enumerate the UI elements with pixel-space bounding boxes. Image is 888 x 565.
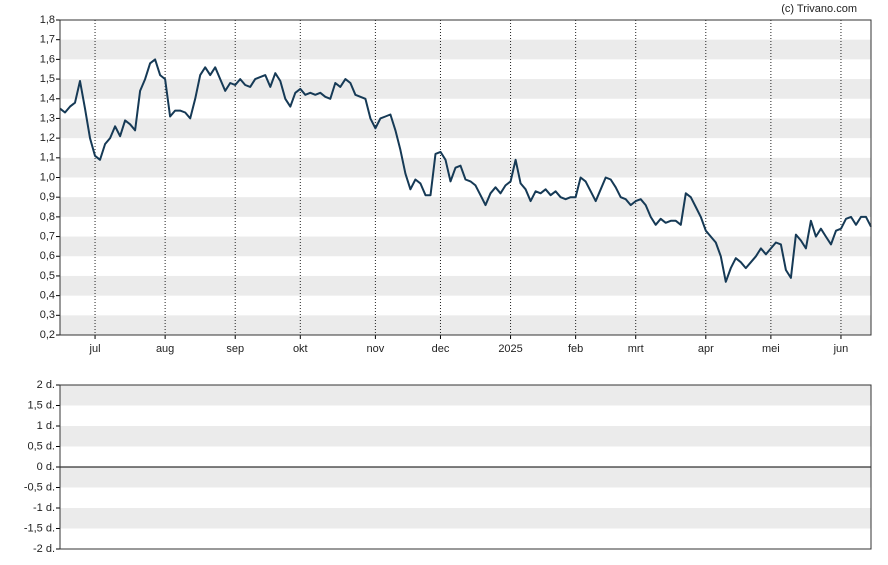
x-tick-label: feb <box>568 343 583 355</box>
x-tick-label: jul <box>89 343 101 355</box>
y-tick-label: 0,2 <box>40 329 55 341</box>
y-tick-label: 0,7 <box>40 230 55 242</box>
x-tick-label: sep <box>226 343 244 355</box>
grid-band <box>60 275 871 296</box>
x-tick-label: mei <box>762 343 780 355</box>
grid-band <box>60 315 871 335</box>
y-tick-label: 2 d. <box>37 379 55 391</box>
y-tick-label: 1,0 <box>40 171 55 183</box>
plot-frame <box>59 384 872 550</box>
grid-band <box>60 79 871 99</box>
x-tick-label: jun <box>833 343 849 355</box>
y-tick-label: 0,6 <box>40 250 55 262</box>
watermark: (c) Trivano.com <box>781 3 857 15</box>
y-tick-label: 1,4 <box>40 93 55 105</box>
y-tick-label: 1 d. <box>37 420 55 432</box>
y-tick-label: 1,6 <box>40 53 55 65</box>
grid-band <box>60 197 871 217</box>
y-tick-label: 0 d. <box>37 461 55 473</box>
grid-band <box>60 236 871 257</box>
x-tick-label: aug <box>156 343 174 355</box>
plot-frame <box>59 19 872 336</box>
price-line <box>59 58 872 283</box>
grid-band <box>60 118 871 139</box>
grid-band <box>60 385 871 406</box>
x-tick-label: dec <box>432 343 450 355</box>
x-tick-label: 2025 <box>498 343 522 355</box>
y-tick-label: 1,7 <box>40 34 55 46</box>
y-tick-label: 1,1 <box>40 152 55 164</box>
y-tick-label: 0,3 <box>40 309 55 321</box>
x-tick-label: okt <box>293 343 308 355</box>
y-tick-label: 1,3 <box>40 112 55 124</box>
y-tick-label: -2 d. <box>33 543 55 555</box>
y-tick-label: 1,5 <box>40 73 55 85</box>
grid-band <box>60 39 871 60</box>
y-tick-label: -1 d. <box>33 502 55 514</box>
grid-band <box>60 508 871 529</box>
y-tick-label: 1,8 <box>40 14 55 26</box>
grid-band <box>60 157 871 178</box>
grid-band <box>60 426 871 447</box>
y-tick-label: 0,9 <box>40 191 55 203</box>
x-tick-label: apr <box>698 343 714 355</box>
grid-band <box>60 467 871 488</box>
y-tick-label: 0,5 <box>40 270 55 282</box>
y-tick-label: 0,5 d. <box>27 440 55 452</box>
y-tick-label: -0,5 d. <box>24 481 55 493</box>
y-tick-label: -1,5 d. <box>24 522 55 534</box>
y-tick-label: 0,4 <box>40 290 55 302</box>
y-tick-label: 1,2 <box>40 132 55 144</box>
y-tick-label: 0,8 <box>40 211 55 223</box>
x-tick-label: mrt <box>628 343 644 355</box>
x-tick-label: nov <box>367 343 385 355</box>
y-tick-label: 1,5 d. <box>27 399 55 411</box>
